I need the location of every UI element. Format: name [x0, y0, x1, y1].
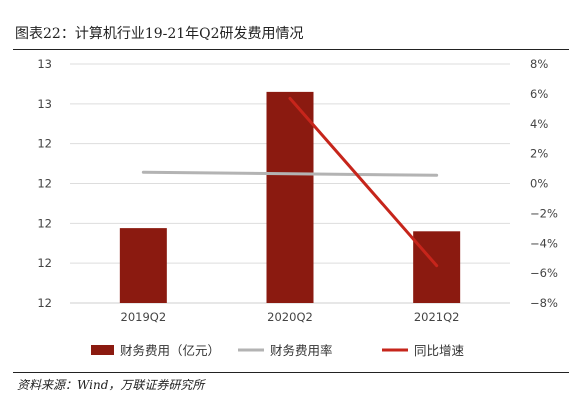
left-tick-label: 12 — [37, 137, 52, 151]
x-tick-label: 2021Q2 — [414, 310, 460, 324]
right-tick-label: 2% — [530, 147, 548, 161]
x-tick-label: 2019Q2 — [121, 310, 167, 324]
right-tick-label: 0% — [530, 177, 548, 191]
left-tick-label: 12 — [37, 296, 52, 310]
series-line — [141, 170, 439, 177]
right-tick-label: 8% — [530, 57, 548, 71]
legend-label: 财务费用率 — [270, 343, 333, 358]
bar — [266, 91, 314, 303]
bar — [119, 228, 167, 303]
x-axis-ticks: 2019Q2 2020Q2 2021Q2 — [121, 310, 460, 324]
right-tick-label: −2% — [530, 206, 558, 220]
series-line — [288, 96, 439, 268]
source-note: 资料来源：Wind，万联证券研究所 — [17, 378, 205, 392]
right-tick-label: −8% — [530, 296, 558, 310]
title-bar: 图表22：计算机行业19-21年Q2研发费用情况 — [13, 22, 569, 50]
right-tick-label: 6% — [530, 87, 548, 101]
x-tick-label: 2020Q2 — [267, 310, 313, 324]
chart-title: 图表22：计算机行业19-21年Q2研发费用情况 — [15, 26, 304, 42]
left-tick-label: 13 — [37, 97, 52, 111]
left-axis-ticks: 13 13 12 12 12 12 12 — [37, 57, 52, 310]
source-divider — [13, 372, 569, 373]
left-tick-label: 12 — [37, 256, 52, 270]
right-tick-label: −4% — [530, 236, 558, 250]
legend-label: 同比增速 — [414, 343, 465, 358]
right-axis-ticks: 8% 6% 4% 2% 0% −2% −4% −6% −8% — [530, 57, 558, 310]
left-tick-label: 13 — [37, 57, 52, 71]
legend: 财务费用（亿元） 财务费用率 同比增速 — [91, 343, 465, 358]
legend-swatch — [91, 345, 114, 355]
series-lines — [141, 96, 439, 268]
left-tick-label: 12 — [37, 216, 52, 230]
bars — [119, 91, 461, 303]
right-tick-label: −6% — [530, 266, 558, 280]
right-tick-label: 4% — [530, 117, 548, 131]
legend-label: 财务费用（亿元） — [120, 343, 220, 358]
left-tick-label: 12 — [37, 177, 52, 191]
